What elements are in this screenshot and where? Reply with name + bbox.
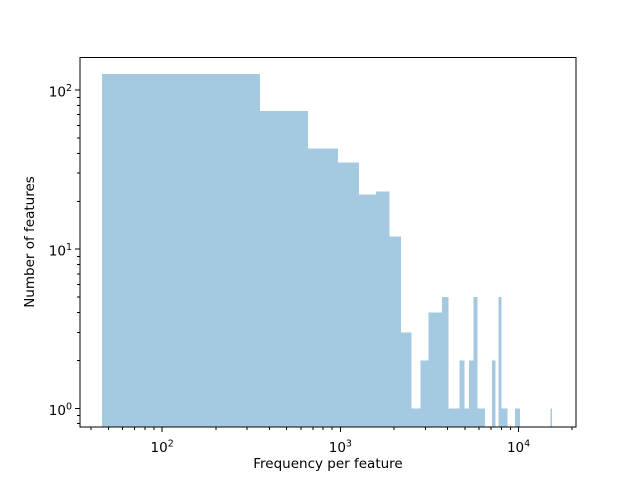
histogram-bar <box>389 236 402 427</box>
histogram-bar <box>477 408 482 427</box>
histogram-bar <box>501 408 505 427</box>
histogram-bar <box>515 408 518 427</box>
y-axis-title: Number of features <box>22 176 38 308</box>
histogram-bar <box>550 408 552 427</box>
histogram-bar <box>102 74 260 428</box>
histogram-bar <box>517 408 520 427</box>
histogram-bar <box>401 332 412 427</box>
histogram-bar <box>454 408 460 427</box>
plot-spines <box>79 57 577 428</box>
axes-layer <box>75 57 577 432</box>
histogram-bar <box>420 360 429 427</box>
histogram-bar <box>428 312 436 427</box>
x-tick-label: 104 <box>507 439 530 457</box>
y-tick-label: 102 <box>49 83 72 101</box>
histogram-bar <box>375 191 390 427</box>
histogram-bar <box>504 408 508 427</box>
histogram-bar <box>481 408 486 427</box>
histogram-bar <box>259 110 309 427</box>
histogram-bar <box>308 148 338 427</box>
bars-layer <box>102 74 552 428</box>
histogram-bar <box>359 194 376 427</box>
histogram-bar <box>459 360 465 427</box>
x-tick-label: 102 <box>151 439 174 457</box>
histogram-bar <box>464 408 469 427</box>
histogram-bar <box>435 312 443 427</box>
histogram-bar <box>468 360 474 427</box>
histogram-bar <box>498 297 502 427</box>
histogram-bar <box>448 408 455 427</box>
histogram-bar <box>337 162 360 427</box>
x-tick-label: 103 <box>329 439 352 457</box>
y-tick-label: 101 <box>49 242 72 260</box>
y-tick-label: 100 <box>49 401 72 419</box>
histogram-bar <box>442 297 449 427</box>
histogram-bar <box>473 297 478 427</box>
histogram-bar <box>411 408 421 427</box>
histogram-bar <box>492 360 496 427</box>
x-axis-title: Frequency per feature <box>253 456 403 472</box>
